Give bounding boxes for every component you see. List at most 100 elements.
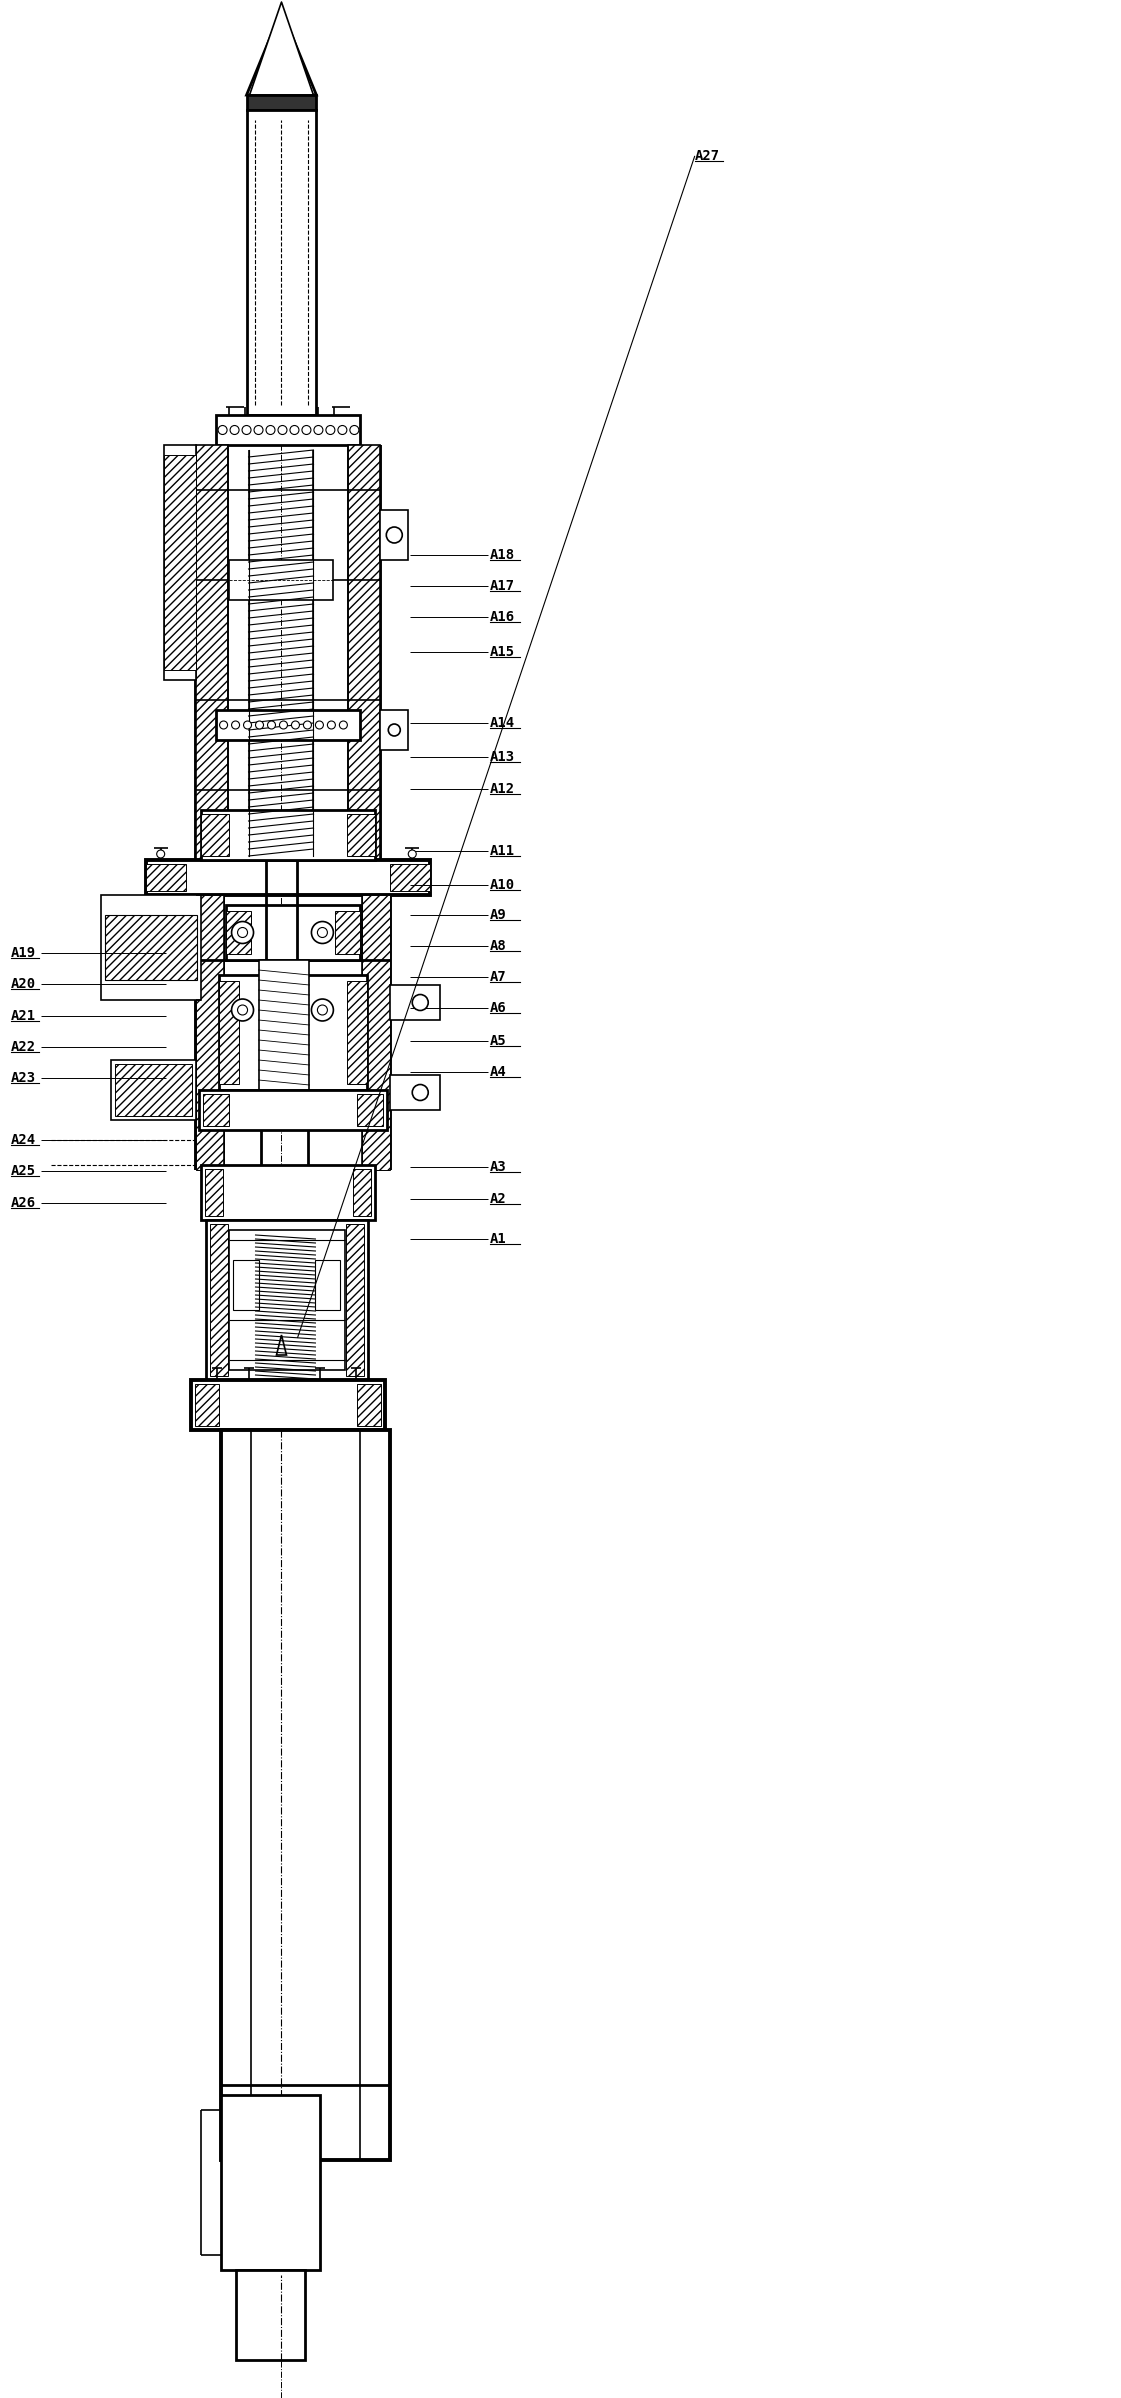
Bar: [380, 710, 408, 751]
Text: A11: A11: [490, 844, 516, 858]
Circle shape: [413, 995, 428, 1010]
Bar: [315, 1259, 341, 1309]
Circle shape: [219, 424, 228, 434]
Circle shape: [266, 424, 275, 434]
Circle shape: [232, 921, 253, 942]
Bar: [247, 96, 316, 110]
Bar: [164, 456, 196, 669]
Circle shape: [408, 849, 416, 858]
Bar: [390, 986, 441, 1019]
Text: A3: A3: [490, 1161, 507, 1173]
Text: A16: A16: [490, 611, 516, 623]
Bar: [191, 1379, 386, 1429]
Bar: [229, 561, 333, 600]
Circle shape: [317, 928, 327, 938]
Bar: [196, 446, 228, 870]
Circle shape: [290, 424, 299, 434]
Circle shape: [327, 722, 335, 729]
Circle shape: [238, 928, 248, 938]
Text: A20: A20: [11, 978, 36, 990]
Bar: [215, 710, 360, 741]
Bar: [348, 813, 376, 856]
Circle shape: [243, 722, 251, 729]
Bar: [335, 911, 360, 954]
Bar: [203, 1093, 229, 1127]
Circle shape: [340, 722, 348, 729]
Circle shape: [312, 921, 333, 942]
Text: A14: A14: [490, 717, 516, 729]
Text: A4: A4: [490, 1065, 507, 1079]
Bar: [219, 981, 239, 1084]
Text: A23: A23: [11, 1072, 36, 1084]
Text: A12: A12: [490, 782, 516, 796]
Bar: [232, 1259, 259, 1309]
Text: A7: A7: [490, 971, 507, 983]
Circle shape: [413, 1084, 428, 1101]
Text: A8: A8: [490, 940, 507, 952]
Circle shape: [291, 722, 299, 729]
Circle shape: [387, 528, 402, 542]
Bar: [390, 1074, 441, 1110]
Bar: [362, 894, 390, 1170]
Circle shape: [304, 722, 312, 729]
Bar: [146, 863, 186, 892]
Bar: [390, 863, 430, 892]
Circle shape: [337, 424, 346, 434]
Circle shape: [302, 424, 311, 434]
Bar: [225, 904, 360, 959]
Text: A17: A17: [490, 580, 516, 592]
Circle shape: [157, 849, 165, 858]
Circle shape: [238, 1005, 248, 1014]
Bar: [221, 1429, 390, 2161]
Text: A9: A9: [490, 909, 507, 921]
Text: A5: A5: [490, 1034, 507, 1048]
Text: A2: A2: [490, 1192, 507, 1206]
Bar: [195, 1384, 219, 1427]
Circle shape: [278, 424, 287, 434]
Text: A24: A24: [11, 1134, 36, 1146]
Bar: [101, 894, 201, 1000]
Bar: [111, 1060, 196, 1120]
Circle shape: [326, 424, 335, 434]
Circle shape: [220, 722, 228, 729]
Bar: [210, 1223, 228, 1376]
Text: A22: A22: [11, 1041, 36, 1053]
Text: A21: A21: [11, 1010, 36, 1022]
Polygon shape: [250, 2, 314, 96]
Bar: [259, 959, 309, 1091]
Text: A10: A10: [490, 878, 516, 892]
Bar: [205, 1168, 223, 1216]
Bar: [146, 861, 430, 894]
Circle shape: [232, 1000, 253, 1022]
Text: A25: A25: [11, 1165, 36, 1177]
Text: A26: A26: [11, 1197, 36, 1209]
Bar: [201, 813, 229, 856]
Circle shape: [312, 1000, 333, 1022]
Circle shape: [350, 424, 359, 434]
Bar: [358, 1384, 381, 1427]
Bar: [114, 1065, 192, 1115]
Bar: [380, 511, 408, 561]
Circle shape: [232, 722, 240, 729]
Bar: [225, 911, 250, 954]
Bar: [104, 916, 196, 981]
Circle shape: [242, 424, 251, 434]
Bar: [349, 446, 380, 870]
Circle shape: [388, 724, 400, 736]
Circle shape: [230, 424, 239, 434]
Bar: [235, 2271, 305, 2360]
Text: A6: A6: [490, 1002, 507, 1014]
Bar: [247, 110, 316, 415]
Bar: [353, 1168, 371, 1216]
Text: A15: A15: [490, 645, 516, 659]
Bar: [215, 415, 360, 446]
Bar: [221, 2096, 321, 2271]
Text: A13: A13: [490, 751, 516, 763]
Polygon shape: [247, 10, 316, 96]
Bar: [196, 894, 223, 1170]
Circle shape: [279, 722, 287, 729]
Bar: [346, 1223, 364, 1376]
Circle shape: [314, 424, 323, 434]
Bar: [205, 1221, 369, 1379]
Bar: [164, 446, 196, 681]
